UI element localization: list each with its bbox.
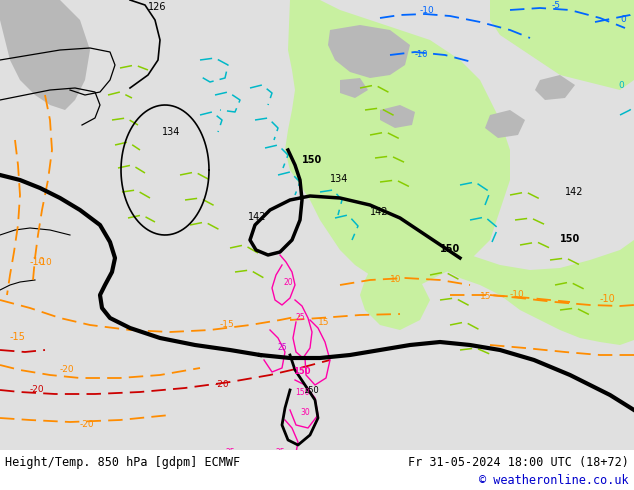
Text: 134: 134 [162,127,181,137]
Text: 0: 0 [620,15,626,24]
Text: -20: -20 [60,365,75,374]
Polygon shape [380,105,415,128]
Text: © weatheronline.co.uk: © weatheronline.co.uk [479,473,629,487]
Text: 25-: 25- [275,448,287,457]
Polygon shape [0,0,90,110]
Text: 142: 142 [565,187,583,197]
Text: -10: -10 [510,290,525,299]
Text: 142: 142 [370,207,389,217]
Text: 150: 150 [303,386,319,395]
Text: 150: 150 [560,234,580,244]
Text: -10: -10 [30,257,46,267]
Polygon shape [340,78,368,98]
Text: -10: -10 [420,6,435,15]
Text: -5: -5 [552,1,561,10]
Text: 150: 150 [302,155,322,165]
Polygon shape [440,240,634,345]
Text: 0: 0 [618,81,624,90]
Text: 25: 25 [278,343,288,352]
Polygon shape [328,25,410,78]
Text: -10: -10 [38,258,53,267]
Text: 150: 150 [295,388,309,397]
Text: 15: 15 [480,292,491,301]
Polygon shape [285,0,510,290]
FancyBboxPatch shape [0,450,634,490]
Text: -20: -20 [215,380,230,389]
Text: 10: 10 [390,275,401,284]
Text: 15: 15 [318,318,330,327]
Text: 150: 150 [440,244,460,254]
Polygon shape [490,0,634,90]
Text: -10: -10 [415,50,429,59]
Text: 25: 25 [225,448,235,457]
Text: 134: 134 [330,174,348,184]
Text: Height/Temp. 850 hPa [gdpm] ECMWF: Height/Temp. 850 hPa [gdpm] ECMWF [5,456,240,468]
Polygon shape [485,110,525,138]
Text: -20: -20 [30,385,44,394]
Text: 30: 30 [300,408,310,417]
Text: 142: 142 [248,212,266,222]
Text: -20: -20 [80,420,94,429]
Text: -10: -10 [600,294,616,304]
Text: -15: -15 [10,332,26,342]
Text: 25: 25 [296,313,306,322]
Polygon shape [360,265,430,330]
Text: 150: 150 [293,367,311,376]
Text: 20: 20 [283,278,293,287]
Text: -15: -15 [220,320,235,329]
Text: 126: 126 [148,2,167,12]
Polygon shape [535,75,575,100]
Text: Fr 31-05-2024 18:00 UTC (18+72): Fr 31-05-2024 18:00 UTC (18+72) [408,456,629,468]
